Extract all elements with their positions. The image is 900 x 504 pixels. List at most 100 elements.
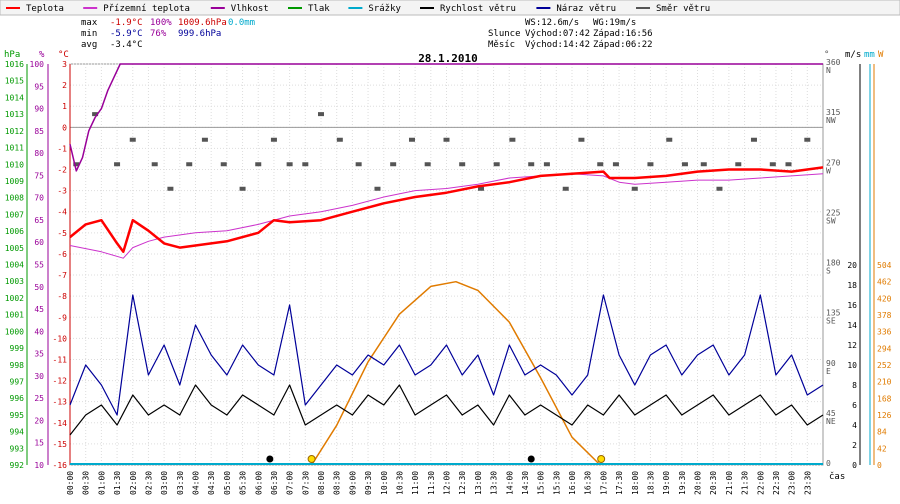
info-sun-rise: Východ:07:42 bbox=[525, 29, 590, 39]
wind-direction-point bbox=[151, 162, 158, 167]
dir-tick-name: NE bbox=[826, 417, 836, 426]
ms-tick-label: 6 bbox=[852, 401, 857, 410]
dir-tick-deg: 0 bbox=[826, 459, 831, 468]
stat-max-press: 1009.6hPa bbox=[178, 18, 227, 28]
pct-tick-label: 25 bbox=[34, 394, 44, 403]
ms-tick-label: 16 bbox=[847, 301, 857, 310]
time-tick-label: 06:30 bbox=[270, 471, 279, 495]
wind-direction-point bbox=[647, 162, 654, 167]
mm-unit-label: mm bbox=[864, 50, 875, 60]
time-tick-label: 22:30 bbox=[772, 471, 781, 495]
wind-direction-point bbox=[562, 186, 569, 191]
wind-direction-point bbox=[424, 162, 431, 167]
hpa-tick-label: 1001 bbox=[5, 311, 24, 320]
degc-tick-label: -9 bbox=[57, 313, 67, 322]
degc-tick-label: -6 bbox=[57, 250, 67, 259]
hpa-tick-label: 1016 bbox=[5, 60, 24, 69]
hpa-tick-label: 1009 bbox=[5, 177, 24, 186]
degc-tick-label: -2 bbox=[57, 166, 67, 175]
ms-tick-label: 12 bbox=[847, 341, 857, 350]
wind-direction-point bbox=[201, 137, 208, 142]
degc-tick-label: -10 bbox=[53, 334, 68, 343]
pct-tick-label: 50 bbox=[34, 283, 44, 292]
dir-tick-name: NW bbox=[826, 116, 836, 125]
pct-tick-label: 80 bbox=[34, 149, 44, 158]
wind-direction-point bbox=[443, 137, 450, 142]
time-tick-label: 22:00 bbox=[756, 471, 765, 495]
sun-rise-marker bbox=[307, 455, 316, 463]
time-tick-label: 11:00 bbox=[411, 471, 420, 495]
time-tick-label: 17:30 bbox=[615, 471, 624, 495]
moon-rise-marker bbox=[527, 455, 535, 463]
time-tick-label: 20:30 bbox=[709, 471, 718, 495]
stat-min-hum: 76% bbox=[150, 29, 167, 39]
w-tick-label: 0 bbox=[877, 461, 882, 470]
deg-unit-label: ° bbox=[824, 50, 829, 60]
dir-tick-deg: 315 bbox=[826, 108, 841, 117]
wind-direction-point bbox=[167, 186, 174, 191]
time-tick-label: 04:00 bbox=[192, 471, 201, 495]
pct-tick-label: 35 bbox=[34, 350, 44, 359]
time-tick-label: 19:00 bbox=[662, 471, 671, 495]
wind-direction-point bbox=[785, 162, 792, 167]
sun-moon-info: WS:12.6m/s WG:19m/s Slunce Východ:07:42 … bbox=[488, 18, 653, 50]
hpa-tick-label: 996 bbox=[10, 394, 25, 403]
time-tick-label: 08:30 bbox=[333, 471, 342, 495]
ms-tick-label: 8 bbox=[852, 381, 857, 390]
degc-tick-label: -16 bbox=[53, 461, 68, 470]
time-tick-label: 12:30 bbox=[458, 471, 467, 495]
hpa-tick-label: 995 bbox=[10, 411, 25, 420]
degc-tick-label: -15 bbox=[53, 440, 68, 449]
dir-tick-deg: 225 bbox=[826, 208, 841, 217]
axis-units: hPa % °C ° m/s mm W čas bbox=[4, 50, 884, 482]
time-axis-label: čas bbox=[829, 471, 845, 482]
stat-min-press: 999.6hPa bbox=[178, 29, 221, 39]
pct-tick-label: 40 bbox=[34, 327, 44, 336]
pct-tick-label: 10 bbox=[34, 461, 44, 470]
time-tick-label: 00:00 bbox=[66, 471, 75, 495]
temperature-line bbox=[69, 166, 824, 254]
w-tick-label: 84 bbox=[877, 428, 887, 437]
wind-direction-point bbox=[493, 162, 500, 167]
info-sun-set: Západ:16:56 bbox=[593, 29, 653, 39]
degc-tick-label: -3 bbox=[57, 187, 67, 196]
wind-direction-point bbox=[597, 162, 604, 167]
w-unit-label: W bbox=[878, 50, 884, 60]
w-tick-label: 42 bbox=[877, 444, 887, 453]
degc-tick-label: 2 bbox=[62, 81, 67, 90]
time-tick-label: 03:30 bbox=[176, 471, 185, 495]
ms-tick-label: 4 bbox=[852, 421, 857, 430]
time-tick-label: 04:30 bbox=[207, 471, 216, 495]
time-tick-label: 06:00 bbox=[254, 471, 263, 495]
ms-unit-label: m/s bbox=[845, 50, 861, 60]
wind-direction-point bbox=[270, 137, 277, 142]
w-tick-label: 294 bbox=[877, 344, 892, 353]
pct-unit-label: % bbox=[39, 50, 45, 60]
hpa-tick-label: 1000 bbox=[5, 327, 24, 336]
wind-direction-point bbox=[612, 162, 619, 167]
ms-tick-label: 14 bbox=[847, 321, 857, 330]
wind-direction-point bbox=[302, 162, 309, 167]
time-tick-label: 16:00 bbox=[568, 471, 577, 495]
ms-tick-label: 2 bbox=[852, 441, 857, 450]
legend-item-label: Směr větru bbox=[656, 4, 710, 14]
pct-tick-label: 60 bbox=[34, 238, 44, 247]
time-tick-label: 14:00 bbox=[505, 471, 514, 495]
time-tick-label: 01:00 bbox=[97, 471, 106, 495]
ms-tick-label: 18 bbox=[847, 281, 857, 290]
series bbox=[69, 63, 824, 466]
degc-unit-label: °C bbox=[58, 50, 69, 60]
stat-min-label: min bbox=[81, 29, 97, 39]
degc-tick-label: 3 bbox=[62, 60, 67, 69]
w-tick-label: 336 bbox=[877, 328, 892, 337]
stat-max-temp: -1.9°C bbox=[110, 18, 143, 28]
sun-moon-markers bbox=[266, 455, 606, 463]
wind-direction-point bbox=[318, 112, 324, 117]
dir-tick-name: SE bbox=[826, 317, 836, 326]
pct-tick-label: 65 bbox=[34, 216, 44, 225]
info-moon-label: Měsíc bbox=[488, 40, 515, 50]
dir-tick-deg: 135 bbox=[826, 309, 841, 318]
pct-tick-label: 55 bbox=[34, 261, 44, 270]
time-tick-label: 10:30 bbox=[395, 471, 404, 495]
degc-tick-label: -14 bbox=[53, 419, 68, 428]
